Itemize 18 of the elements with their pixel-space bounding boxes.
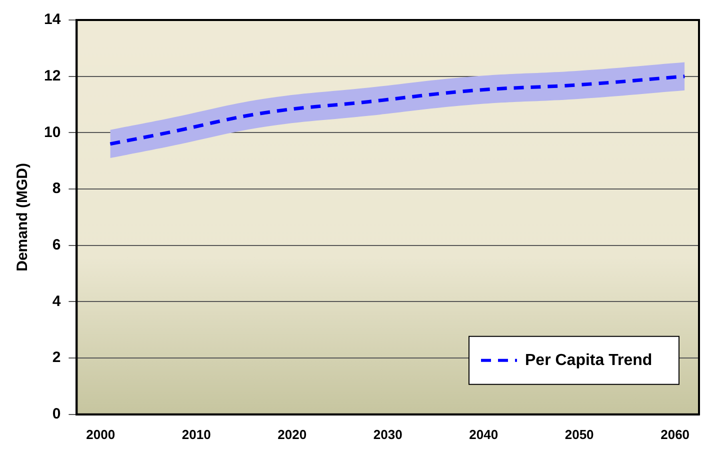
x-tick-label: 2010 bbox=[182, 426, 211, 442]
x-tick-label: 2040 bbox=[469, 426, 498, 442]
y-tick-label: 4 bbox=[52, 292, 62, 310]
y-axis-title: Demand (MGD) bbox=[14, 163, 32, 272]
y-tick-label: 14 bbox=[44, 11, 62, 28]
y-tick-label: 8 bbox=[52, 180, 61, 198]
legend-label: Per Capita Trend bbox=[525, 352, 652, 369]
x-tick-label: 2000 bbox=[86, 426, 116, 442]
y-tick-label: 6 bbox=[52, 236, 61, 254]
x-tick-label: 2030 bbox=[373, 426, 402, 442]
line-series bbox=[108, 74, 686, 146]
y-tick-label: 12 bbox=[44, 67, 61, 84]
y-tick-label: 10 bbox=[44, 124, 61, 141]
x-tick-label: 2050 bbox=[564, 426, 594, 442]
x-tick-label: 2060 bbox=[660, 426, 690, 442]
x-tick-label: 2020 bbox=[278, 426, 307, 442]
y-tick-label: 0 bbox=[52, 406, 61, 423]
y-tick-label: 2 bbox=[52, 349, 61, 366]
